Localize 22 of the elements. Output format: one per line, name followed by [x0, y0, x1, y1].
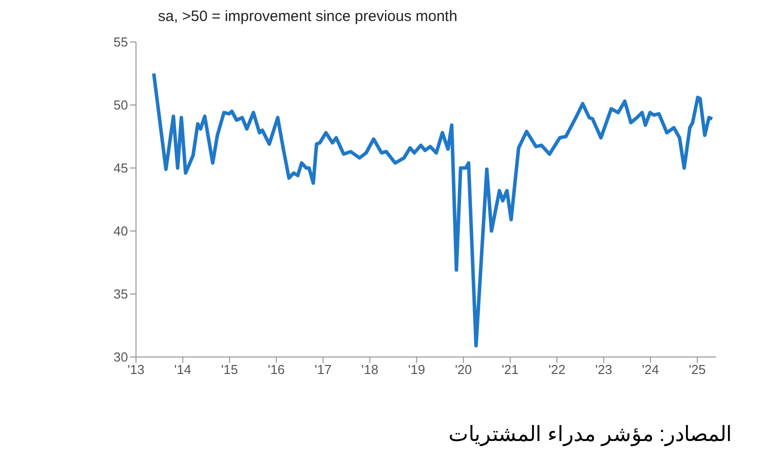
x-tick-label: '21: [502, 362, 519, 378]
y-tick-label: 55: [114, 34, 128, 50]
line-series: [152, 72, 714, 348]
x-tick-label: '16: [268, 362, 285, 378]
x-tick-label: '19: [408, 362, 426, 378]
y-tick-label: 35: [114, 286, 128, 302]
x-tick-label: '23: [595, 362, 612, 378]
x-tick-label: '15: [221, 362, 238, 378]
x-tick-label: '20: [454, 362, 472, 378]
x-tick-label: '13: [128, 362, 144, 378]
x-tick-label: '25: [688, 362, 706, 378]
x-tick-label: '14: [174, 362, 192, 378]
x-tick-label: '18: [361, 362, 378, 378]
x-tick-label: '17: [314, 362, 332, 378]
y-tick-label: 30: [114, 350, 128, 365]
chart-subtitle: sa, >50 = improvement since previous month: [158, 8, 458, 25]
text: المصادر: مؤشر مدراء المشتريات: [448, 422, 732, 447]
y-tick-label: 50: [114, 98, 128, 113]
y-tick-label: 40: [114, 224, 128, 239]
x-tick-label: '22: [548, 362, 566, 378]
x-tick-label: '24: [642, 362, 659, 378]
y-tick-label: 45: [114, 160, 128, 176]
